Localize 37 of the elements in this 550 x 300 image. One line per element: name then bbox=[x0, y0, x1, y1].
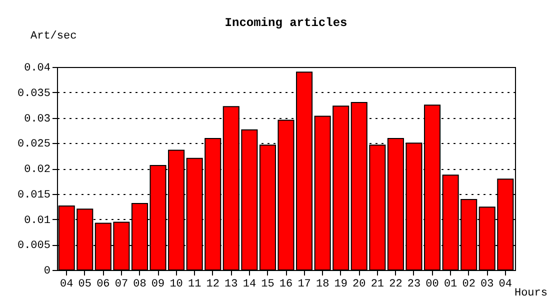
x-tick-label: 03 bbox=[480, 278, 494, 290]
x-tick-label: 16 bbox=[279, 278, 293, 290]
x-tick-label: 20 bbox=[352, 278, 366, 290]
x-tick-label: 09 bbox=[151, 278, 165, 290]
x-tick-label: 18 bbox=[316, 278, 330, 290]
x-tick-label: 02 bbox=[462, 278, 476, 290]
x-tick-label: 06 bbox=[96, 278, 110, 290]
y-tick-label: 0.02 bbox=[24, 164, 50, 176]
y-tick-label: 0.04 bbox=[24, 62, 51, 74]
x-tick-label: 07 bbox=[114, 278, 128, 290]
y-tick-label: 0.015 bbox=[17, 189, 50, 202]
x-tick-label: 13 bbox=[224, 278, 238, 290]
x-tick-label: 11 bbox=[188, 278, 202, 290]
y-tick-label: 0.035 bbox=[17, 88, 50, 100]
y-tick-label: 0.025 bbox=[17, 138, 50, 151]
x-tick-label: 23 bbox=[407, 278, 421, 290]
y-tick-label: 0.005 bbox=[17, 240, 50, 252]
y-tick-label: 0 bbox=[44, 266, 50, 278]
chart-title: Incoming articles bbox=[224, 16, 348, 30]
x-tick-label: 05 bbox=[78, 278, 92, 290]
x-tick-label: 17 bbox=[298, 278, 311, 290]
x-tick-label: 00 bbox=[426, 278, 439, 290]
x-tick-label: 15 bbox=[261, 278, 274, 290]
x-tick-label: 19 bbox=[334, 278, 348, 290]
x-tick-label: 12 bbox=[206, 278, 220, 290]
y-axis-title: Art/sec bbox=[30, 30, 77, 42]
x-tick-label: 01 bbox=[444, 278, 458, 290]
x-tick-label: 22 bbox=[389, 278, 402, 290]
x-tick-label: 14 bbox=[242, 278, 256, 290]
x-tick-label: 08 bbox=[133, 278, 146, 290]
y-tick-label: 0.03 bbox=[24, 113, 50, 126]
x-tick-label: 21 bbox=[370, 278, 384, 290]
y-tick-label: 0.01 bbox=[24, 214, 51, 227]
x-tick-label: 04 bbox=[498, 278, 512, 290]
x-tick-label: 10 bbox=[170, 278, 183, 290]
x-axis-title: Hours bbox=[514, 288, 548, 300]
x-tick-label: 04 bbox=[60, 278, 74, 290]
